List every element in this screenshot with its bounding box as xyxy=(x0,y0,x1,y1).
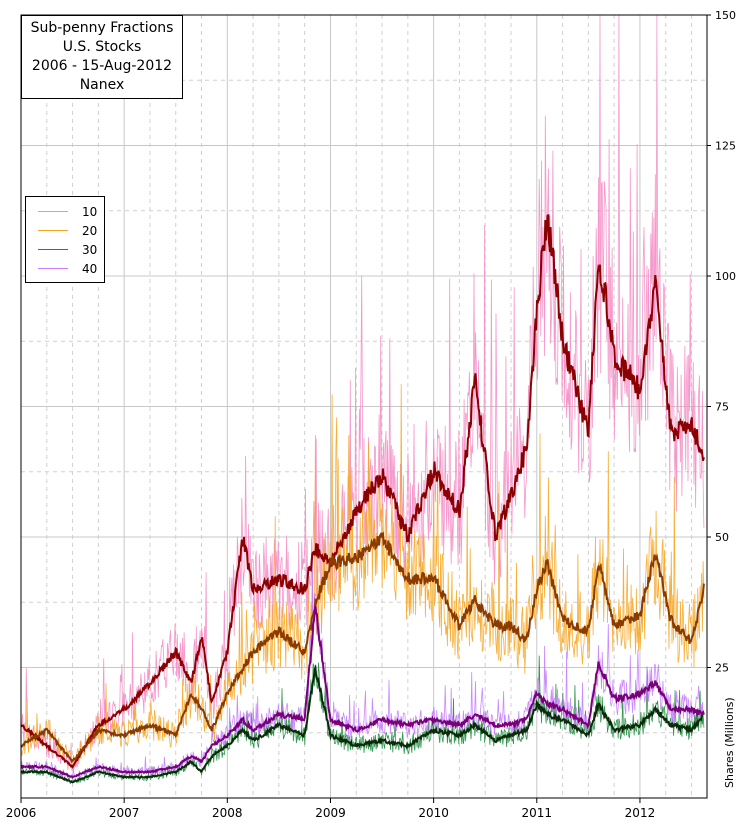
legend: 10 20 30 40 xyxy=(25,196,105,283)
legend-item: 20 xyxy=(26,221,104,240)
y-tick-label: 50 xyxy=(715,531,729,544)
legend-label: 30 xyxy=(82,242,98,257)
title-line: 2006 - 15-Aug-2012 xyxy=(31,58,173,74)
title-box: Sub-penny Fractions U.S. Stocks 2006 - 1… xyxy=(21,15,183,99)
legend-swatch xyxy=(38,249,68,250)
x-tick-label: 2007 xyxy=(109,806,140,820)
x-tick-label: 2011 xyxy=(522,806,553,820)
series-smoothed-line xyxy=(20,531,705,763)
legend-swatch xyxy=(38,268,68,269)
series-smoothed-line xyxy=(20,664,705,784)
y-tick-label: 125 xyxy=(715,140,736,153)
y-tick-label: 75 xyxy=(715,401,729,414)
x-tick-label: 2006 xyxy=(6,806,37,820)
y-tick-label: 25 xyxy=(715,662,729,675)
series-raw-line xyxy=(20,655,705,785)
title-line: Sub-penny Fractions xyxy=(30,20,174,36)
axes: 2006 2007 2008 2009 2010 2011 2012255075100125… xyxy=(6,9,736,820)
legend-label: 40 xyxy=(82,261,98,276)
series-raw-line xyxy=(20,557,705,780)
title-line: U.S. Stocks xyxy=(62,39,142,55)
legend-swatch xyxy=(38,211,68,212)
y-axis-label: Shares (Millions) xyxy=(723,697,736,788)
series-raw-line xyxy=(20,14,705,771)
legend-item: 40 xyxy=(26,259,104,278)
x-tick-label: 2012 xyxy=(625,806,656,820)
x-tick-label: 2008 xyxy=(212,806,243,820)
title-line: Nanex xyxy=(79,77,125,93)
y-tick-label: 100 xyxy=(715,270,736,283)
legend-item: 10 xyxy=(26,202,104,221)
y-tick-label: 150 xyxy=(715,9,736,22)
x-tick-label: 2010 xyxy=(418,806,449,820)
legend-label: 10 xyxy=(82,204,98,219)
legend-item: 30 xyxy=(26,240,104,259)
grid xyxy=(20,15,707,798)
legend-label: 20 xyxy=(82,223,98,238)
x-tick-label: 2009 xyxy=(315,806,346,820)
series-group xyxy=(20,14,705,785)
series-smoothed-line xyxy=(20,605,705,779)
legend-swatch xyxy=(38,230,68,231)
series-smoothed-line xyxy=(20,214,705,769)
